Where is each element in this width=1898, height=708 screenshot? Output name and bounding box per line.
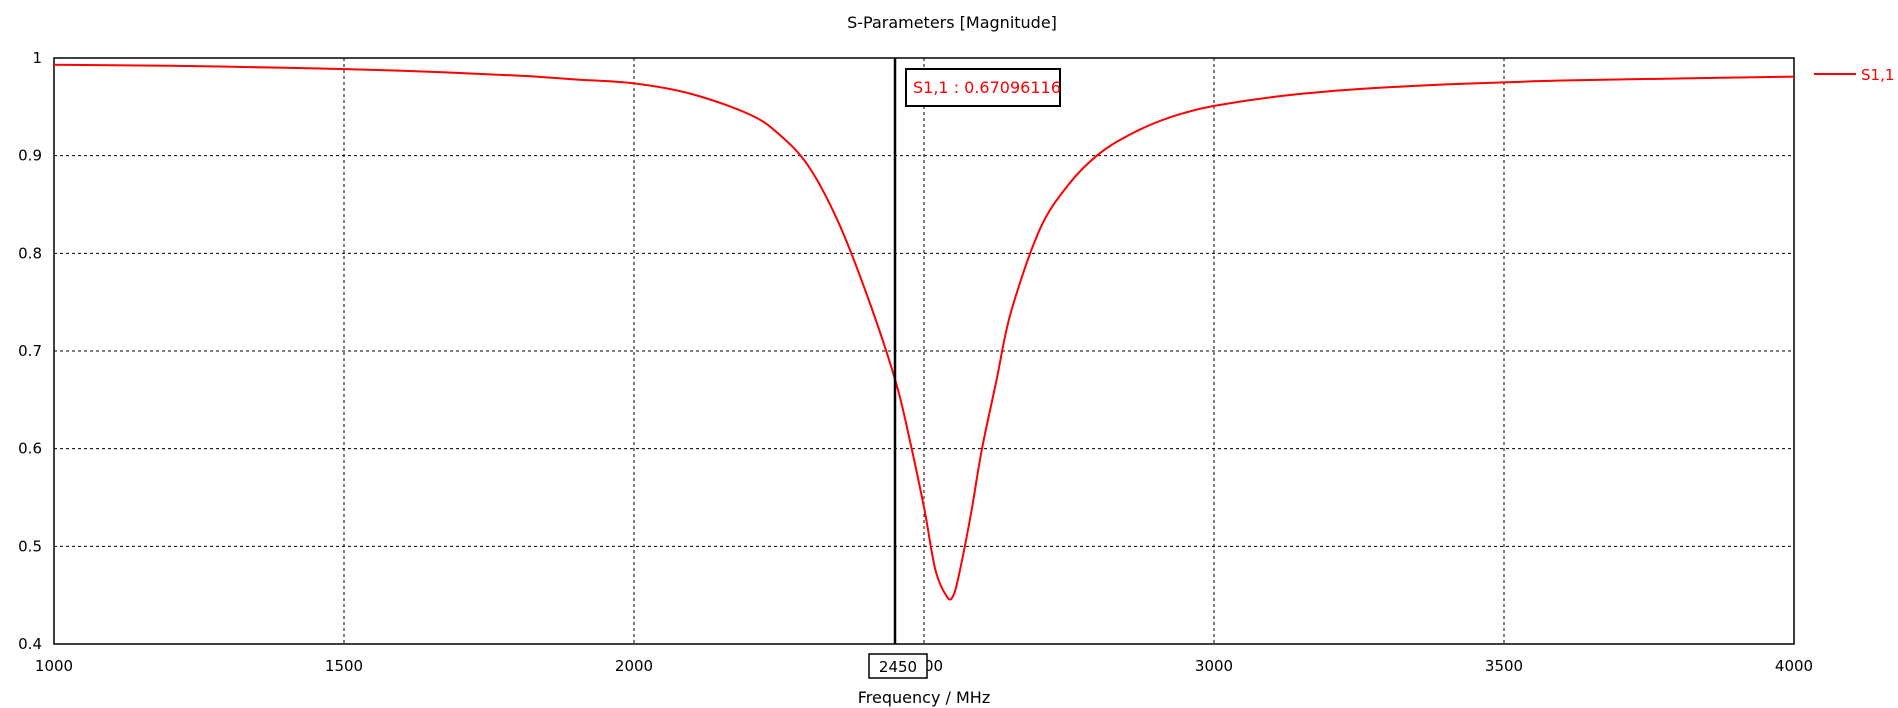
- chart-title: S-Parameters [Magnitude]: [847, 13, 1057, 32]
- y-tick-label: 0.5: [18, 537, 42, 555]
- marker-readout-box: [905, 68, 1061, 107]
- plot-frame: [53, 57, 1795, 645]
- series-line-s11: [53, 63, 1795, 601]
- x-tick-label: 1000: [35, 657, 73, 675]
- marker-readout-text: S1,1 : 0.67096116: [913, 78, 1061, 97]
- y-tick-label: 0.9: [18, 147, 42, 165]
- y-tick-label: 1: [32, 49, 42, 67]
- y-tick-label: 0.7: [18, 342, 42, 360]
- marker-readout[interactable]: S1,1 : 0.67096116: [905, 68, 1061, 107]
- x-tick-label: 4000: [1775, 657, 1813, 675]
- x-tick-label: 3000: [1195, 657, 1233, 675]
- y-tick-label: 0.6: [18, 440, 42, 458]
- marker-x-label-text: 2450: [879, 658, 917, 676]
- y-tick-label: 0.8: [18, 244, 42, 262]
- legend-label-s11: S1,1: [1861, 66, 1894, 84]
- legend[interactable]: S1,1: [1814, 66, 1894, 84]
- marker-x-label-box: [868, 653, 928, 679]
- x-tick-label: 1500: [325, 657, 363, 675]
- x-tick-label: 3500: [1485, 657, 1523, 675]
- y-axis-ticks: 0.4 0.5 0.6 0.7 0.8 0.9 1: [18, 49, 42, 653]
- y-tick-label: 0.4: [18, 635, 42, 653]
- x-tick-label: 2000: [615, 657, 653, 675]
- grid: [54, 58, 1794, 644]
- x-axis-label: Frequency / MHz: [858, 688, 990, 707]
- marker-x-label: 2450: [868, 653, 928, 679]
